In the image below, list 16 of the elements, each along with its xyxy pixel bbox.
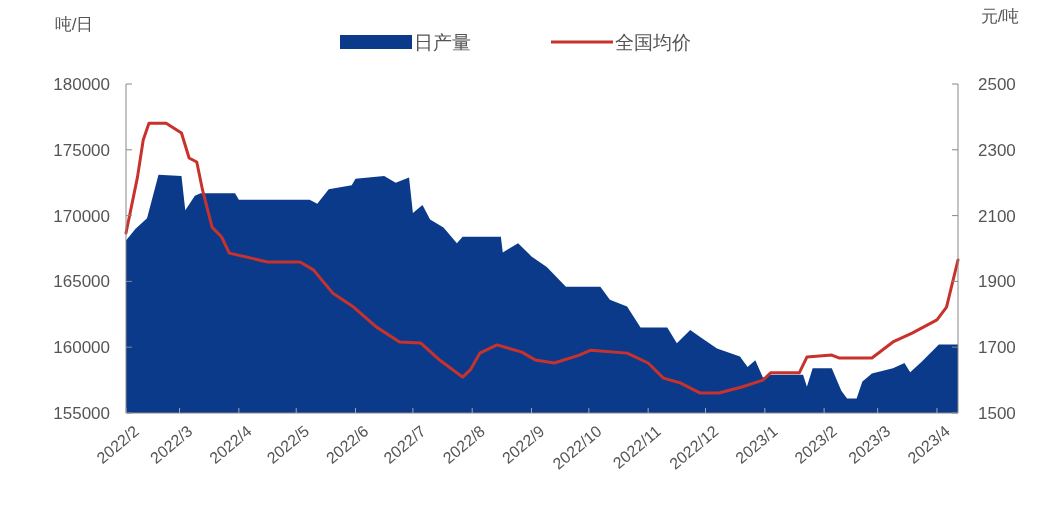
y-tick-label: 180000 (53, 75, 110, 94)
y-tick-label: 175000 (53, 140, 110, 160)
y2-tick-label: 1900 (978, 272, 1016, 292)
y2-tick-label: 2500 (978, 75, 1016, 94)
y2-tick-label: 2100 (978, 206, 1016, 226)
y-tick-label: 160000 (53, 338, 110, 358)
y2-tick-label: 2300 (978, 140, 1016, 160)
y2-tick-label: 1500 (978, 404, 1016, 423)
legend-label: 日产量 (414, 32, 471, 53)
y-axis-title: 吨/日 (54, 15, 94, 34)
legend-label: 全国均价 (615, 32, 691, 53)
y2-axis-title: 元/吨 (980, 7, 1020, 26)
y2-tick-label: 1700 (978, 338, 1016, 358)
y-tick-label: 155000 (53, 404, 110, 423)
y-tick-label: 170000 (53, 206, 110, 226)
y-tick-label: 165000 (53, 272, 110, 292)
